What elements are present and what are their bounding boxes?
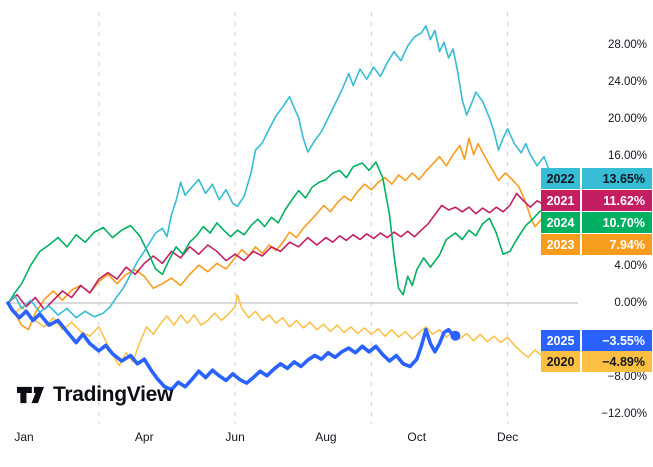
series-line-2020 (7, 293, 554, 367)
return-chip-2023: 7.94% (582, 234, 652, 255)
x-axis-tick-dec: Dec (496, 430, 519, 444)
x-axis-tick-jan: Jan (14, 430, 34, 444)
y-axis-tick: 28.00% (607, 39, 647, 52)
x-axis-tick-apr: Apr (134, 430, 154, 444)
return-chip-2024: 10.70% (582, 212, 652, 233)
year-chip-2023[interactable]: 2023 (541, 234, 580, 255)
price-label-row-2020[interactable]: 2020 −4.89% (541, 351, 652, 372)
series-line-2022 (7, 25, 554, 319)
series-line-2024 (7, 161, 554, 304)
x-axis-tick-jun: Jun (225, 430, 245, 444)
y-axis-tick: 4.00% (614, 260, 647, 273)
year-chip-2025[interactable]: 2025 (541, 330, 580, 351)
year-chip-2024[interactable]: 2024 (541, 212, 580, 233)
return-chip-2025: −3.55% (582, 330, 652, 351)
y-axis-tick: 24.00% (607, 75, 647, 88)
y-axis-tick: 0.00% (614, 297, 647, 309)
year-chip-2020[interactable]: 2020 (541, 351, 580, 372)
price-label-row-2025[interactable]: 2025 −3.55% (541, 330, 652, 351)
year-chip-2022[interactable]: 2022 (541, 168, 580, 189)
series-line-2025 (6, 301, 458, 392)
y-axis-tick: 16.00% (607, 149, 647, 162)
y-axis-tick: 20.00% (607, 112, 647, 125)
price-label-row-2023[interactable]: 2023 7.94% (541, 234, 652, 255)
tradingview-logo[interactable]: TradingView (17, 383, 173, 407)
tradingview-logo-text: TradingView (53, 383, 174, 406)
tradingview-logo-icon (17, 386, 44, 404)
x-axis-tick-oct: Oct (407, 430, 427, 444)
price-label-row-2021[interactable]: 2021 11.62% (541, 190, 652, 211)
y-axis-tick: −8.00% (607, 370, 647, 383)
return-chip-2021: 11.62% (582, 190, 652, 211)
series-line-2023 (7, 137, 554, 331)
series-line-2021 (7, 192, 554, 311)
series-end-dot-2025 (450, 330, 461, 341)
return-chip-2022: 13.65% (582, 168, 652, 189)
y-axis-tick: −12.00% (601, 407, 647, 420)
price-label-row-2022[interactable]: 2022 13.65% (541, 168, 652, 189)
price-label-row-2024[interactable]: 2024 10.70% (541, 212, 652, 233)
x-axis-tick-aug: Aug (315, 430, 337, 444)
year-chip-2021[interactable]: 2021 (541, 190, 580, 211)
return-chip-2020: −4.89% (582, 351, 652, 372)
